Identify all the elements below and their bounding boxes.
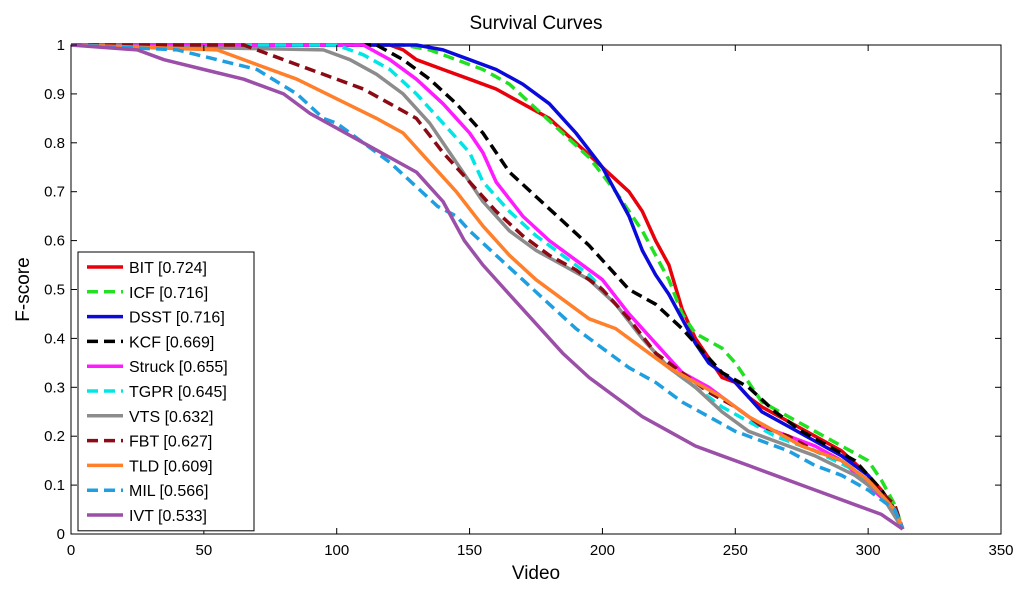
legend: BIT [0.724] ICF [0.716] DSST [0.716] KCF [0… xyxy=(77,251,255,532)
legend-entry: VTS [0.632] xyxy=(129,409,214,426)
y-tick-label: 0.4 xyxy=(44,330,65,347)
series-line-mil xyxy=(70,43,905,530)
x-tick-label: 100 xyxy=(324,542,349,559)
y-tick-label: 0.2 xyxy=(44,428,65,445)
y-axis-title: F-score xyxy=(13,257,34,321)
y-tick-label: 0.8 xyxy=(44,135,65,152)
x-tick-label: 350 xyxy=(988,542,1013,559)
series-line-tld xyxy=(70,43,905,530)
legend-entry: ICF [0.716] xyxy=(129,285,208,302)
y-tick-label: 1 xyxy=(57,37,65,54)
legend-entry: Struck [0.655] xyxy=(129,359,228,376)
y-tick-label: 0.1 xyxy=(44,477,65,494)
x-tick-label: 150 xyxy=(457,542,482,559)
ticks-layer: 0 50 100 150 200 250 300 350 0 0.1 0.2 0.3 0.4 0.5 0.6… xyxy=(44,37,1013,559)
x-axis-title: Video xyxy=(512,563,560,584)
y-tick-label: 0 xyxy=(57,526,65,543)
series-line-kcf xyxy=(71,43,905,530)
x-tick-label: 250 xyxy=(723,542,748,559)
y-tick-label: 0.5 xyxy=(44,282,65,299)
legend-entry: DSST [0.716] xyxy=(129,310,225,327)
y-tick-label: 0.7 xyxy=(44,184,65,201)
x-tick-label: 50 xyxy=(196,542,213,559)
series-line-dsst xyxy=(71,43,905,530)
x-tick-label: 200 xyxy=(590,542,615,559)
chart-title: Survival Curves xyxy=(469,13,602,34)
legend-entry: FBT [0.627] xyxy=(129,434,212,451)
y-tick-label: 0.6 xyxy=(44,233,65,250)
series-line-bit xyxy=(71,43,905,530)
legend-entry: BIT [0.724] xyxy=(129,260,207,277)
series-line-struck xyxy=(71,43,905,530)
y-tick-label: 0.9 xyxy=(44,86,65,103)
legend-entry: KCF [0.669] xyxy=(129,334,214,351)
series-line-ivt xyxy=(70,43,904,531)
legend-entry: TLD [0.609] xyxy=(129,458,213,475)
series-line-icf xyxy=(71,43,905,530)
x-tick-label: 300 xyxy=(856,542,881,559)
legend-entry: IVT [0.533] xyxy=(129,508,207,525)
series-layer xyxy=(70,43,905,531)
legend-entry: MIL [0.566] xyxy=(129,483,208,500)
legend-entry: TGPR [0.645] xyxy=(129,384,227,401)
x-tick-label: 0 xyxy=(67,542,75,559)
y-tick-label: 0.3 xyxy=(44,379,65,396)
